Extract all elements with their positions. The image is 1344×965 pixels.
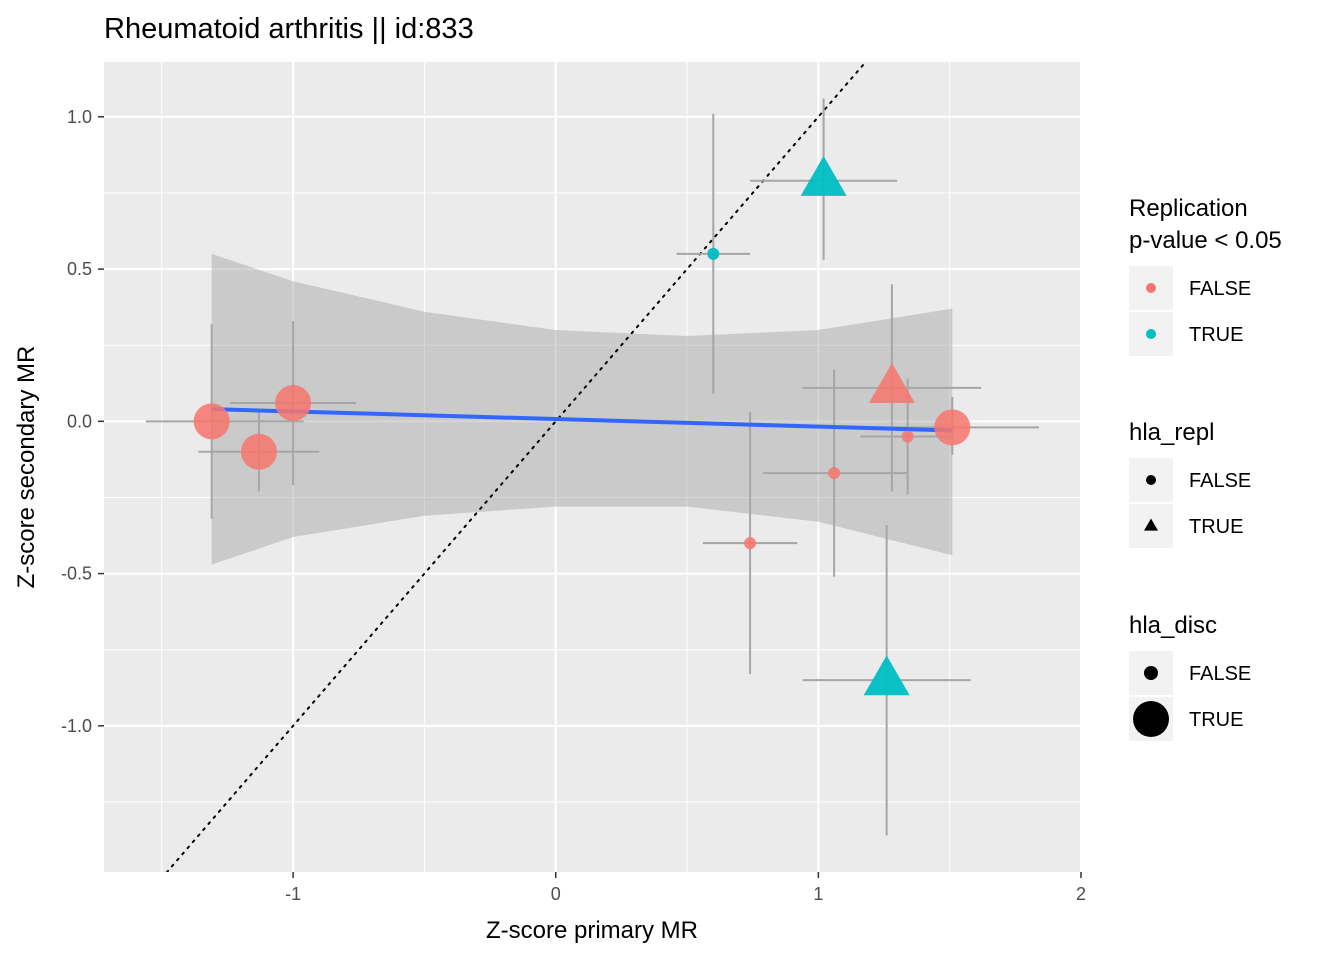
fit-line: [211, 407, 953, 433]
reference-line-layer: [165, 62, 867, 872]
legend-label: FALSE: [1189, 470, 1251, 492]
confidence-band: [211, 253, 953, 565]
data-point-circle: [240, 433, 277, 470]
legend-key-triangle: [1144, 518, 1158, 531]
data-point-circle: [901, 430, 914, 443]
legend-key-circle: [1146, 329, 1156, 339]
legend-key-circle: [1146, 283, 1156, 293]
legend-title: hla_disc: [1129, 612, 1217, 639]
legend-label: TRUE: [1189, 516, 1243, 538]
legend-title: hla_repl: [1129, 419, 1214, 446]
data-point-circle: [934, 409, 971, 446]
confidence-band-layer: [211, 253, 953, 565]
fit-line-layer: [211, 407, 953, 433]
y-tick-label: 0.5: [67, 259, 92, 279]
legend-label: TRUE: [1189, 709, 1243, 731]
x-axis-title: Z-score primary MR: [486, 917, 698, 944]
data-point-circle: [707, 247, 720, 260]
chart-title: Rheumatoid arthritis || id:833: [104, 13, 474, 45]
x-tick-label: 2: [1076, 884, 1086, 904]
x-tick-label: -1: [285, 884, 301, 904]
legend-title: Replication: [1129, 195, 1248, 222]
x-tick-label: 0: [551, 884, 561, 904]
y-tick-label: -0.5: [61, 564, 92, 584]
legend-key-circle: [1144, 666, 1158, 680]
data-point-triangle: [863, 655, 910, 696]
x-tick-label: 1: [813, 884, 823, 904]
y-tick-label: 0.0: [67, 411, 92, 431]
legend-label: TRUE: [1189, 324, 1243, 346]
data-point-triangle: [868, 363, 915, 403]
legend-label: FALSE: [1189, 278, 1251, 300]
y-tick-label: 1.0: [67, 107, 92, 127]
legend-title: p-value < 0.05: [1129, 227, 1282, 254]
axis-layer: -1 0 1 2 -1.0 -0.5 0.0 0.5 1.0: [61, 107, 1086, 904]
point-layer: [193, 156, 971, 696]
reference-line-identity: [165, 62, 867, 872]
data-point-circle: [828, 467, 841, 480]
data-point-triangle: [800, 156, 847, 196]
y-tick-label: -1.0: [61, 716, 92, 736]
y-axis-title: Z-score secondary MR: [13, 346, 40, 589]
legend-label: FALSE: [1189, 663, 1251, 685]
grid-minor: [104, 62, 1081, 872]
legend-key-circle: [1133, 701, 1169, 737]
data-point-circle: [744, 537, 757, 550]
legend: Replication p-value < 0.05 FALSE TRUE hla_re…: [1129, 195, 1282, 741]
data-point-circle: [275, 385, 312, 422]
data-point-circle: [193, 403, 230, 440]
legend-key-circle: [1146, 475, 1156, 485]
